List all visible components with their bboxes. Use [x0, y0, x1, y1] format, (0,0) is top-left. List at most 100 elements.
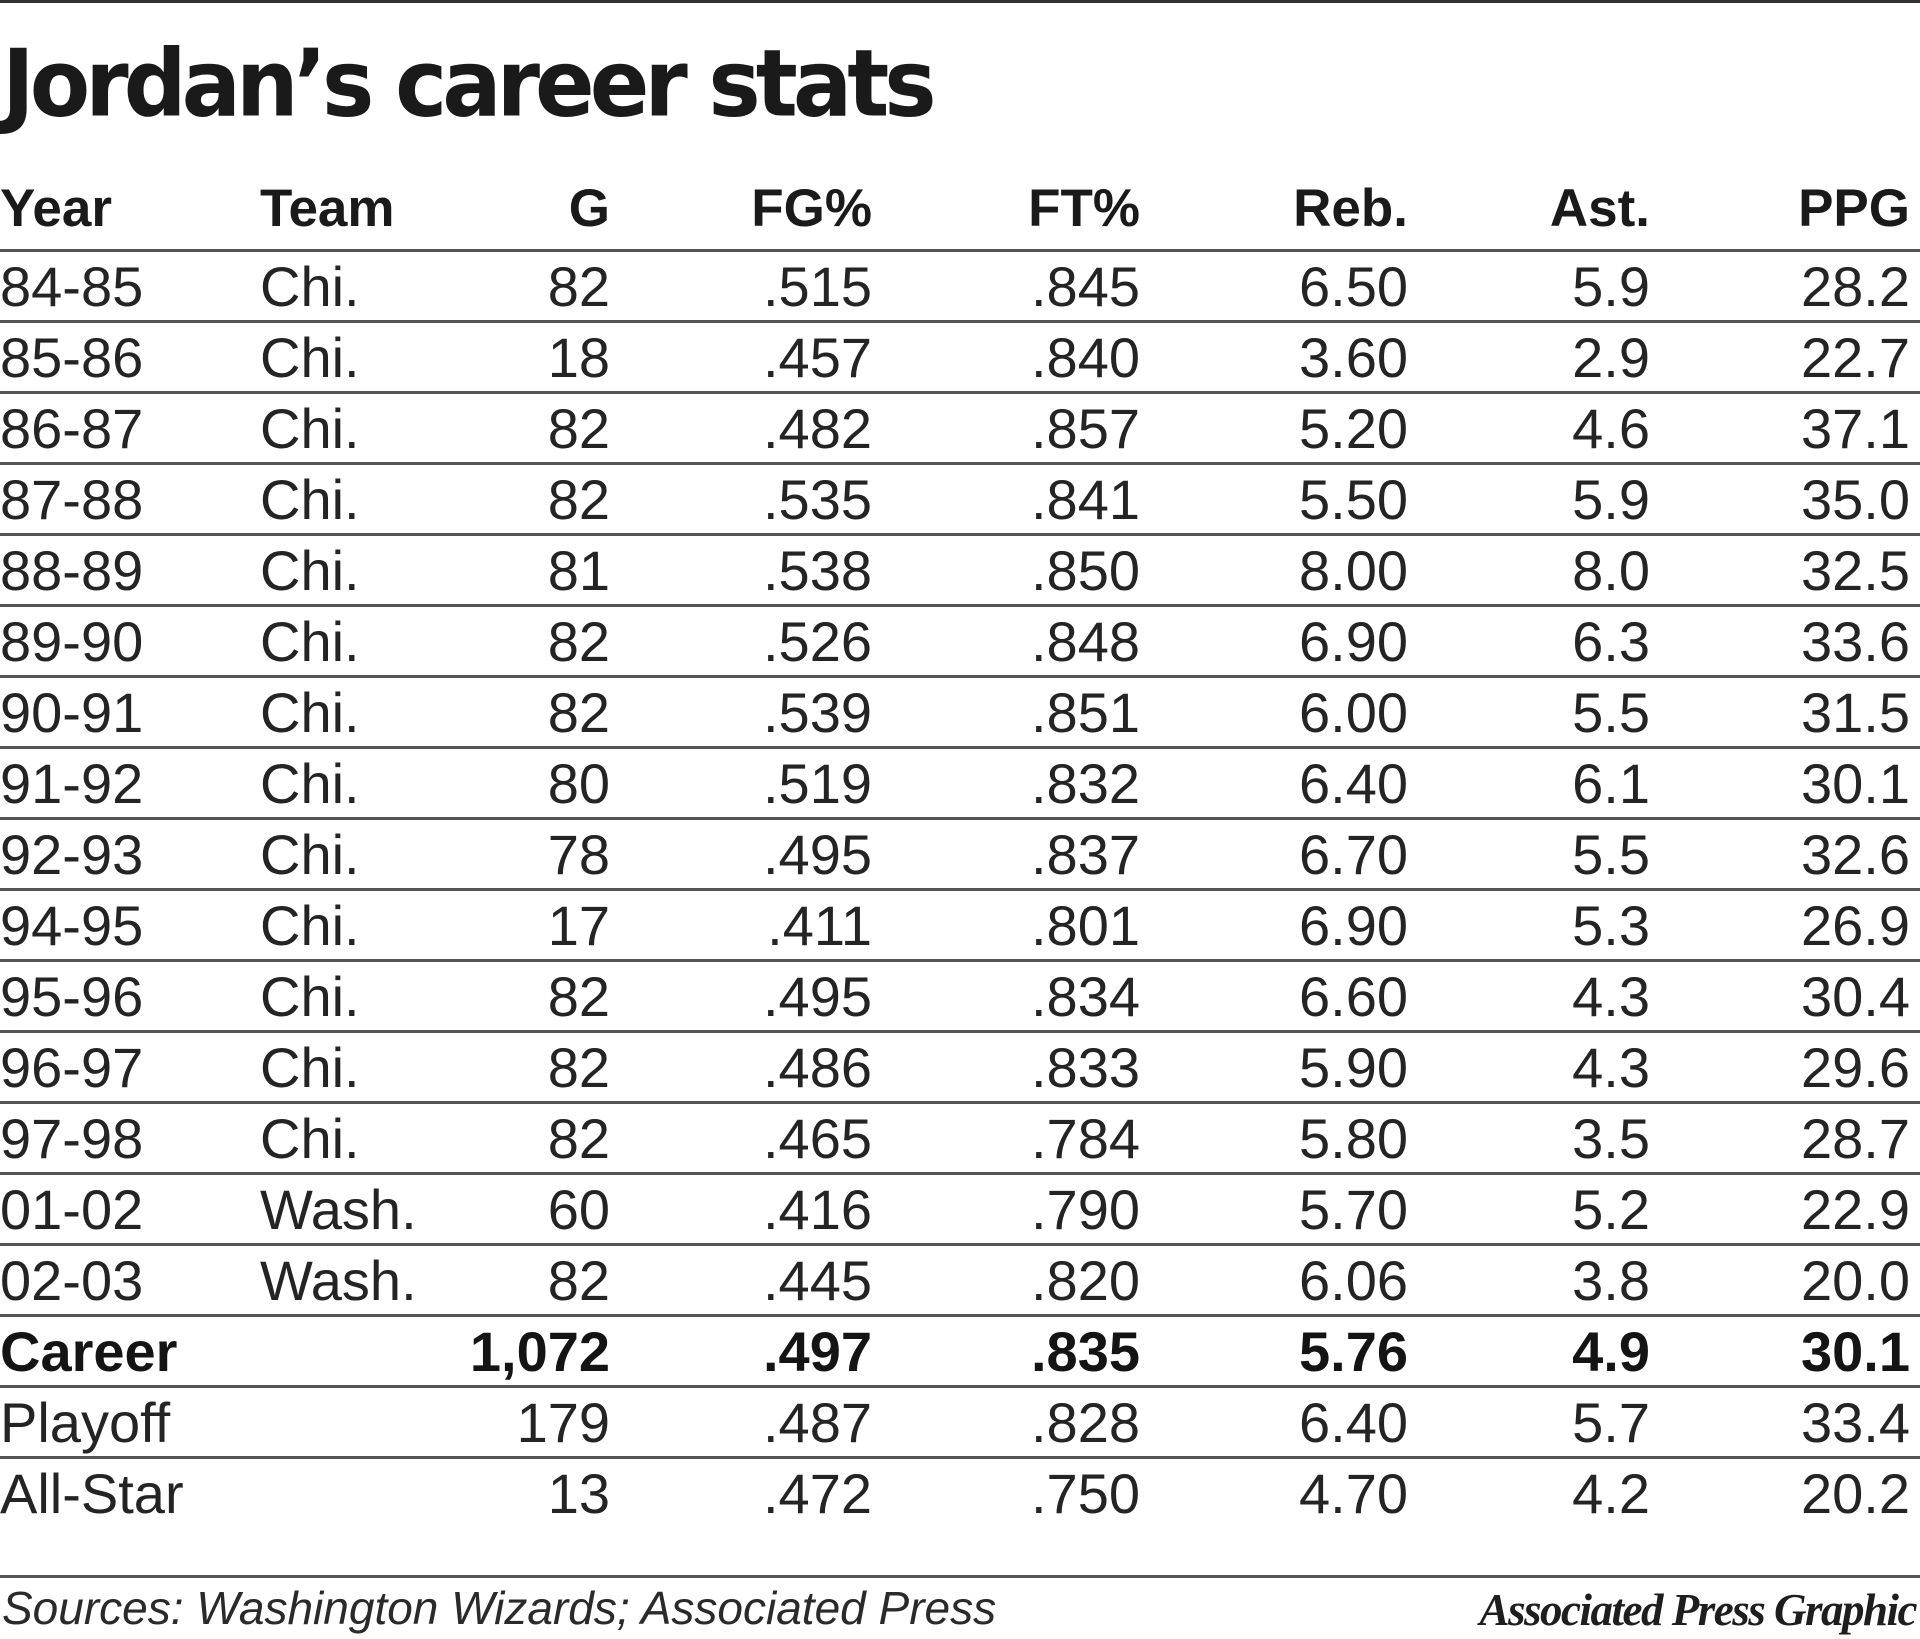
- cell-assists: 5.5: [1572, 681, 1650, 744]
- cell-fg-pct: .497: [763, 1320, 872, 1383]
- cell-ppg: 32.5: [1801, 539, 1910, 602]
- cell-ppg: 26.9: [1801, 894, 1910, 957]
- table-row: 97-98 Chi. 82 .465 .784 5.80 3.5 28.7: [0, 1104, 1920, 1175]
- column-header-year: Year: [0, 179, 113, 238]
- cell-fg-pct: .495: [763, 823, 872, 886]
- summary-row: Career 1,072 .497 .835 5.76 4.9 30.1: [0, 1317, 1920, 1388]
- graphic-credit: Associated Press Graphic: [1479, 1585, 1918, 1635]
- table-row: 01-02 Wash. 60 .416 .790 5.70 5.2 22.9: [0, 1175, 1920, 1246]
- cell-ft-pct: .840: [1031, 326, 1140, 389]
- cell-assists: 5.7: [1572, 1391, 1650, 1454]
- cell-team: Chi.: [260, 397, 360, 460]
- cell-games: 82: [547, 1107, 610, 1170]
- top-rule: [0, 0, 1920, 3]
- cell-team: Chi.: [260, 255, 360, 318]
- cell-ppg: 32.6: [1801, 823, 1910, 886]
- cell-year: 94-95: [0, 894, 144, 957]
- cell-games: 82: [547, 610, 610, 673]
- cell-assists: 5.9: [1572, 255, 1650, 318]
- table-row: 95-96 Chi. 82 .495 .834 6.60 4.3 30.4: [0, 962, 1920, 1033]
- chart-title: Jordan’s career stats: [2, 29, 937, 138]
- cell-year: 01-02: [0, 1178, 144, 1241]
- cell-games: 80: [547, 752, 610, 815]
- cell-team: Wash.: [260, 1249, 417, 1312]
- cell-ft-pct: .834: [1031, 965, 1140, 1028]
- cell-ft-pct: .841: [1031, 468, 1140, 531]
- cell-fg-pct: .519: [763, 752, 872, 815]
- cell-ppg: 20.2: [1801, 1462, 1910, 1525]
- column-header-games: G: [568, 179, 610, 238]
- cell-team: Chi.: [260, 823, 360, 886]
- cell-games: 18: [547, 326, 610, 389]
- cell-games: 13: [547, 1462, 610, 1525]
- stats-table: Year Team G FG% FT% Reb. Ast. PPG 84-85 C…: [0, 176, 1920, 1530]
- cell-games: 17: [547, 894, 610, 957]
- cell-ppg: 22.9: [1801, 1178, 1910, 1241]
- cell-team: Chi.: [260, 1107, 360, 1170]
- cell-assists: 5.2: [1572, 1178, 1650, 1241]
- cell-fg-pct: .445: [763, 1249, 872, 1312]
- cell-games: 82: [547, 397, 610, 460]
- cell-rebounds: 6.90: [1299, 894, 1408, 957]
- table-row: 88-89 Chi. 81 .538 .850 8.00 8.0 32.5: [0, 536, 1920, 607]
- table-header-row: Year Team G FG% FT% Reb. Ast. PPG: [0, 176, 1920, 252]
- cell-year: 89-90: [0, 610, 144, 673]
- cell-assists: 4.2: [1572, 1462, 1650, 1525]
- cell-year: 85-86: [0, 326, 144, 389]
- cell-rebounds: 8.00: [1299, 539, 1408, 602]
- cell-ft-pct: .835: [1031, 1320, 1140, 1383]
- cell-ppg: 20.0: [1801, 1249, 1910, 1312]
- summary-row: Playoff 179 .487 .828 6.40 5.7 33.4: [0, 1388, 1920, 1459]
- table-row: 87-88 Chi. 82 .535 .841 5.50 5.9 35.0: [0, 465, 1920, 536]
- cell-ppg: 30.4: [1801, 965, 1910, 1028]
- cell-games: 81: [547, 539, 610, 602]
- cell-ppg: 35.0: [1801, 468, 1910, 531]
- cell-team: Chi.: [260, 965, 360, 1028]
- cell-fg-pct: .411: [767, 894, 872, 957]
- cell-ft-pct: .848: [1031, 610, 1140, 673]
- cell-ft-pct: .857: [1031, 397, 1140, 460]
- cell-ppg: 28.2: [1801, 255, 1910, 318]
- cell-assists: 8.0: [1572, 539, 1650, 602]
- cell-assists: 5.3: [1572, 894, 1650, 957]
- cell-assists: 2.9: [1572, 326, 1650, 389]
- cell-rebounds: 3.60: [1299, 326, 1408, 389]
- cell-fg-pct: .487: [763, 1391, 872, 1454]
- table-row: 96-97 Chi. 82 .486 .833 5.90 4.3 29.6: [0, 1033, 1920, 1104]
- cell-ppg: 37.1: [1801, 397, 1910, 460]
- cell-assists: 3.8: [1572, 1249, 1650, 1312]
- cell-games: 179: [516, 1391, 610, 1454]
- cell-team: Chi.: [260, 610, 360, 673]
- cell-assists: 5.5: [1572, 823, 1650, 886]
- cell-year: 95-96: [0, 965, 144, 1028]
- cell-year: 92-93: [0, 823, 144, 886]
- cell-ppg: 22.7: [1801, 326, 1910, 389]
- cell-ppg: 33.4: [1801, 1391, 1910, 1454]
- cell-ft-pct: .828: [1031, 1391, 1140, 1454]
- cell-year: 86-87: [0, 397, 144, 460]
- sources-note: Sources: Washington Wizards; Associated …: [2, 1582, 997, 1634]
- cell-ft-pct: .750: [1031, 1462, 1140, 1525]
- cell-games: 82: [547, 1249, 610, 1312]
- cell-ft-pct: .801: [1031, 894, 1140, 957]
- cell-assists: 6.3: [1572, 610, 1650, 673]
- cell-year: 84-85: [0, 255, 144, 318]
- cell-rebounds: 6.90: [1299, 610, 1408, 673]
- cell-team: Wash.: [260, 1178, 417, 1241]
- cell-games: 60: [547, 1178, 610, 1241]
- cell-team: Chi.: [260, 894, 360, 957]
- cell-fg-pct: .526: [763, 610, 872, 673]
- cell-games: 78: [547, 823, 610, 886]
- cell-rebounds: 4.70: [1299, 1462, 1408, 1525]
- cell-team: Chi.: [260, 752, 360, 815]
- cell-fg-pct: .457: [763, 326, 872, 389]
- cell-ppg: 28.7: [1801, 1107, 1910, 1170]
- table-row: 85-86 Chi. 18 .457 .840 3.60 2.9 22.7: [0, 323, 1920, 394]
- cell-ppg: 33.6: [1801, 610, 1910, 673]
- cell-year: 90-91: [0, 681, 144, 744]
- cell-year: 91-92: [0, 752, 144, 815]
- footer-rule: [0, 1575, 1920, 1578]
- column-header-assists: Ast.: [1549, 179, 1650, 238]
- cell-summary-label: Playoff: [0, 1391, 171, 1454]
- cell-rebounds: 6.00: [1299, 681, 1408, 744]
